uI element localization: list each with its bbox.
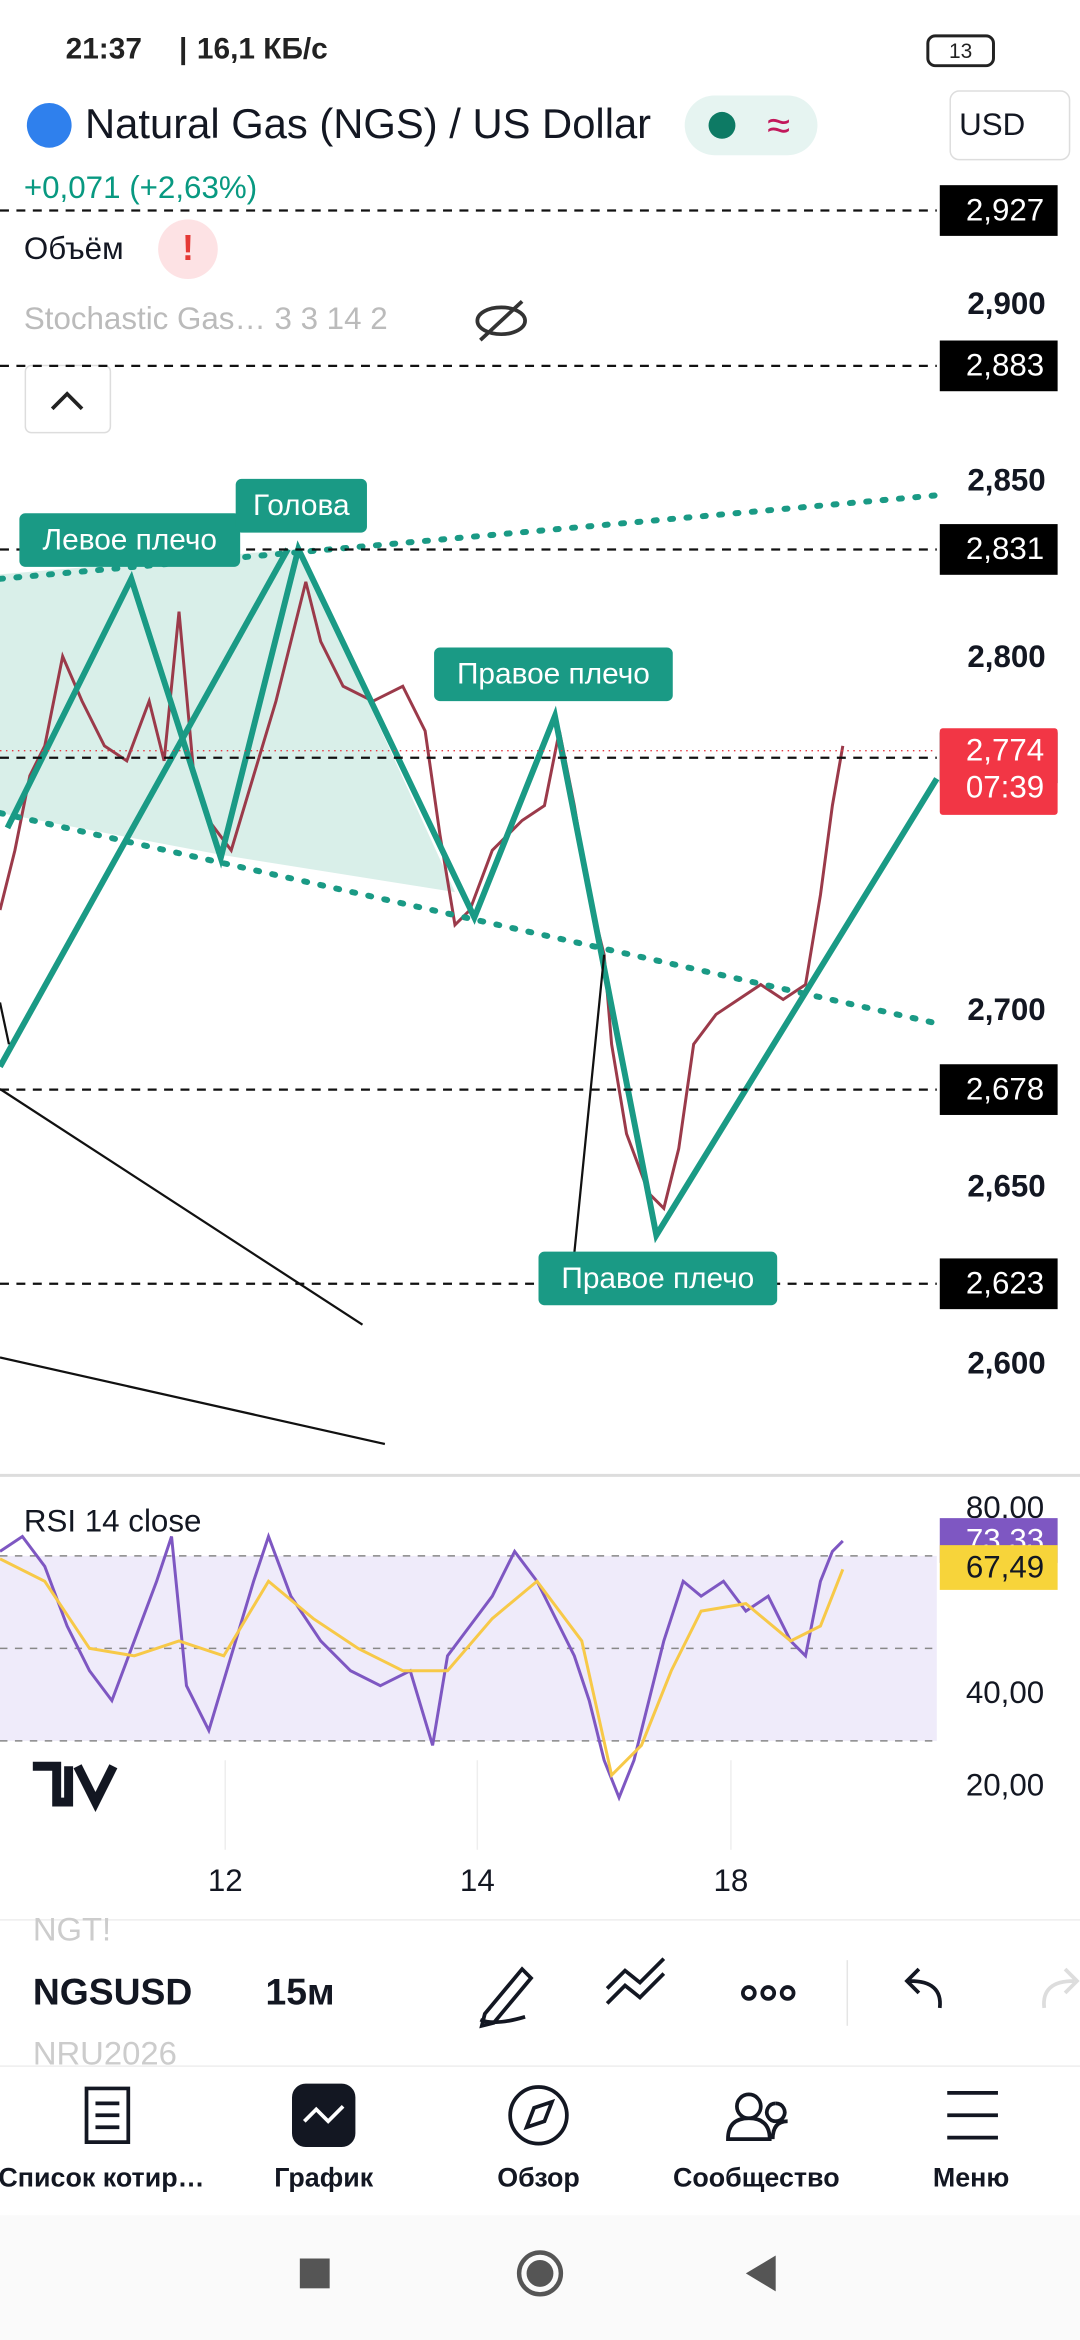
- status-time: 21:37: [66, 33, 142, 66]
- price-tick-label: 2,850: [967, 463, 1045, 498]
- neck-line: [0, 810, 940, 1027]
- rsi-tick-label: 40,00: [966, 1675, 1044, 1710]
- annotation-label: Левое плечо: [43, 523, 217, 556]
- hide-icon-strike: [479, 300, 524, 342]
- volume-label: Объём: [24, 231, 124, 266]
- nav-label[interactable]: Меню: [933, 2163, 1009, 2193]
- zigzag: [4, 540, 940, 1244]
- pattern-fill: [0, 549, 455, 893]
- price-line-box: [939, 340, 1058, 392]
- rsi-line: [0, 1532, 844, 1802]
- collapse-button[interactable]: [24, 364, 112, 434]
- annotation-label: Правое плечо: [457, 658, 650, 691]
- nav-icons: [84, 2083, 998, 2147]
- price-tick-label: 2,600: [967, 1345, 1045, 1380]
- toolbar-symbol[interactable]: NGSUSD: [33, 1970, 193, 2012]
- current-price-label: 2,774: [966, 732, 1044, 767]
- price-line-label: 2,678: [966, 1071, 1044, 1106]
- next-symbol[interactable]: NRU2026: [33, 2034, 177, 2071]
- battery-icon: [926, 34, 995, 68]
- price-tick-label: 2,900: [967, 286, 1045, 321]
- price-path: [0, 581, 845, 1212]
- warning-icon: !: [182, 228, 194, 268]
- status-pill[interactable]: [684, 95, 818, 156]
- system-home-dot: [526, 2259, 554, 2287]
- annotation-box[interactable]: [434, 647, 673, 702]
- price-tick-label: 2,800: [967, 639, 1045, 674]
- price-tick-label: 2,650: [967, 1169, 1045, 1204]
- draw-line: [0, 1002, 11, 1045]
- countdown: 07:39: [966, 770, 1044, 805]
- community-icon[interactable]: [726, 2092, 788, 2142]
- x-tick-label: 12: [208, 1863, 243, 1898]
- price-change: +0,071 (+2,63%): [24, 170, 257, 205]
- annotation-label: Голова: [253, 489, 350, 522]
- rsi-ma-line: [0, 1557, 845, 1779]
- annotation-box[interactable]: [19, 513, 241, 567]
- rsi-tick-label: 20,00: [966, 1767, 1044, 1802]
- explore-icon[interactable]: [508, 2085, 569, 2146]
- nav-label[interactable]: Сообщество: [673, 2163, 840, 2193]
- draw-tool[interactable]: [479, 1966, 534, 2029]
- annotation-box[interactable]: [235, 478, 367, 533]
- price-line-box: [939, 1064, 1058, 1115]
- current-price-box: [939, 728, 1058, 815]
- more-tool[interactable]: [741, 1985, 796, 2001]
- watchlist-icon[interactable]: [84, 2086, 131, 2145]
- nav-label[interactable]: Список котир…: [0, 2163, 204, 2193]
- symbol-title[interactable]: Natural Gas (NGS) / US Dollar: [85, 100, 651, 147]
- redo[interactable]: [1042, 1967, 1080, 2009]
- rsi-value-label: 67,49: [966, 1549, 1044, 1584]
- hide-icon[interactable]: [475, 305, 527, 337]
- undo[interactable]: [904, 1967, 942, 2009]
- rsi-title: RSI 14 close: [24, 1503, 202, 1538]
- prev-symbol[interactable]: NGT!: [33, 1910, 111, 1947]
- draw-line: [0, 1356, 386, 1446]
- lines-tool[interactable]: [605, 1957, 666, 2005]
- draw-line: [0, 1088, 364, 1326]
- callout-line: [573, 954, 606, 1254]
- price-line-box: [939, 524, 1058, 575]
- status-speed: 16,1 КБ/с: [197, 33, 328, 66]
- currency-button[interactable]: [949, 90, 1071, 161]
- price-tick-label: 2,700: [967, 992, 1045, 1027]
- tv-logo: [32, 1761, 118, 1813]
- currency[interactable]: USD: [959, 107, 1025, 142]
- system-home[interactable]: [516, 2250, 564, 2297]
- price-line-label: 2,623: [966, 1266, 1044, 1301]
- chart-area: 2,900 2,850 2,800 2,700 2,650 2,600 2,927 2,883…: [0, 185, 1058, 1446]
- toolbar-interval[interactable]: 15м: [266, 1970, 335, 2012]
- price-line-box: [939, 185, 1058, 236]
- chart-icon-line: [302, 2105, 345, 2124]
- annotation-label: Правое плечо: [561, 1262, 754, 1295]
- price-line-label: 2,927: [966, 192, 1044, 227]
- price-line-label: 2,831: [966, 531, 1044, 566]
- symbol-icon: [26, 102, 72, 148]
- price-line-box: [939, 1258, 1058, 1310]
- nav-label[interactable]: Обзор: [497, 2163, 580, 2193]
- price-line-label: 2,883: [966, 348, 1044, 383]
- zigzag-leg: [0, 547, 291, 1069]
- annotation-box[interactable]: [538, 1251, 778, 1306]
- nav-label[interactable]: График: [274, 2163, 374, 2193]
- collapse-icon: [50, 391, 84, 411]
- x-tick-label: 14: [460, 1863, 495, 1898]
- explore-needle: [523, 2098, 556, 2131]
- market-dot: [708, 111, 736, 139]
- system-back[interactable]: [745, 2255, 776, 2292]
- x-tick-label: 18: [714, 1863, 749, 1898]
- nav-labels: Список котир… График Обзор Сообщество Меню: [0, 2163, 1009, 2193]
- status-separator: |: [179, 33, 187, 66]
- system-recents[interactable]: [299, 2258, 330, 2289]
- indicator-label: Stochastic Gas… 3 3 14 2: [24, 301, 388, 336]
- rsi-value-box: [939, 1545, 1058, 1590]
- menu-icon[interactable]: [947, 2091, 998, 2140]
- battery-level: 13: [949, 40, 972, 63]
- wave-icon: ≈: [767, 101, 790, 148]
- warning-badge[interactable]: [158, 219, 218, 280]
